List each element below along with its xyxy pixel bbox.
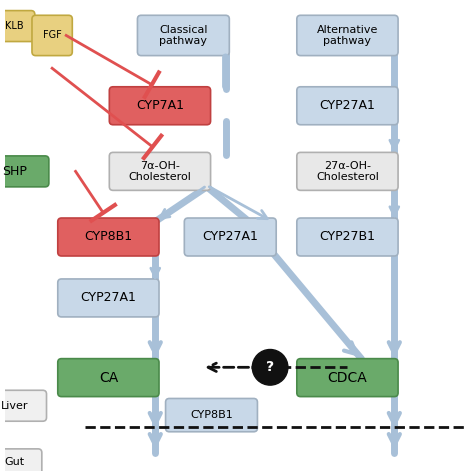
FancyBboxPatch shape <box>58 279 159 317</box>
FancyBboxPatch shape <box>32 15 73 55</box>
Text: FGF: FGF <box>43 30 62 40</box>
Circle shape <box>252 349 288 385</box>
FancyBboxPatch shape <box>297 87 398 125</box>
FancyBboxPatch shape <box>0 390 46 421</box>
Text: CYP27A1: CYP27A1 <box>319 99 375 112</box>
FancyBboxPatch shape <box>297 15 398 55</box>
Text: CYP27A1: CYP27A1 <box>81 292 137 304</box>
Text: Alternative
pathway: Alternative pathway <box>317 25 378 46</box>
FancyBboxPatch shape <box>297 218 398 256</box>
Text: Liver: Liver <box>1 401 28 411</box>
FancyBboxPatch shape <box>184 218 276 256</box>
Text: CYP27B1: CYP27B1 <box>319 230 375 244</box>
Text: 27α-OH-
Cholesterol: 27α-OH- Cholesterol <box>316 161 379 182</box>
FancyBboxPatch shape <box>137 15 229 55</box>
Text: SHP: SHP <box>2 165 27 178</box>
Text: CYP8B1: CYP8B1 <box>84 230 132 244</box>
Text: Gut: Gut <box>5 457 25 467</box>
FancyBboxPatch shape <box>0 156 49 187</box>
FancyBboxPatch shape <box>165 399 257 432</box>
Text: CYP7A1: CYP7A1 <box>136 99 184 112</box>
Text: Classical
pathway: Classical pathway <box>159 25 208 46</box>
FancyBboxPatch shape <box>58 218 159 256</box>
Text: ?: ? <box>266 360 274 374</box>
FancyBboxPatch shape <box>109 87 210 125</box>
Text: CDCA: CDCA <box>328 371 367 384</box>
FancyBboxPatch shape <box>297 153 398 191</box>
FancyBboxPatch shape <box>58 359 159 397</box>
FancyBboxPatch shape <box>0 10 35 42</box>
FancyBboxPatch shape <box>0 449 42 474</box>
Text: KLB: KLB <box>5 21 24 31</box>
Text: CYP8B1: CYP8B1 <box>190 410 233 420</box>
FancyBboxPatch shape <box>109 153 210 191</box>
Text: CYP27A1: CYP27A1 <box>202 230 258 244</box>
Text: 7α-OH-
Cholesterol: 7α-OH- Cholesterol <box>128 161 191 182</box>
FancyBboxPatch shape <box>297 359 398 397</box>
Text: CA: CA <box>99 371 118 384</box>
